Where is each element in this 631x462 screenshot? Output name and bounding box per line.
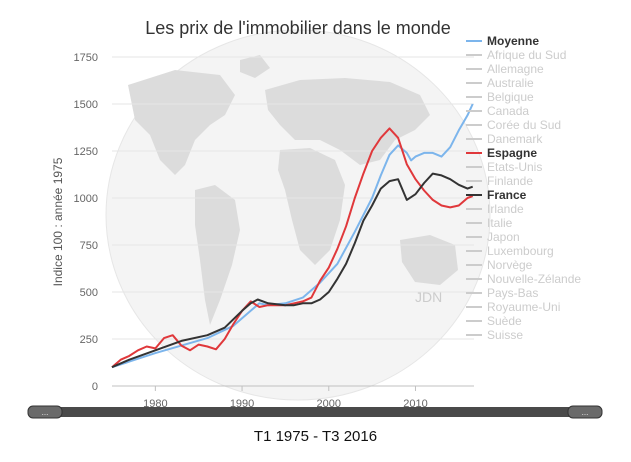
y-tick-label: 250: [80, 334, 98, 346]
legend-label: Danemark: [487, 132, 543, 146]
legend-item[interactable]: Belgique: [466, 90, 534, 104]
slider-right-handle-grip: ...: [582, 408, 589, 417]
legend-label: Irlande: [487, 202, 524, 216]
y-tick-label: 750: [80, 240, 98, 252]
slider-right-handle[interactable]: ...: [567, 405, 603, 419]
legend-item[interactable]: Allemagne: [466, 62, 544, 76]
legend-item[interactable]: Luxembourg: [466, 244, 554, 258]
legend-label: Etats-Unis: [487, 160, 542, 174]
legend-label: Royaume-Uni: [487, 300, 560, 314]
legend-label: Luxembourg: [487, 244, 554, 258]
y-axis-label: Indice 100 : année 1975: [51, 157, 65, 286]
y-tick-label: 1750: [74, 52, 98, 64]
legend-item[interactable]: Moyenne: [466, 34, 539, 48]
y-axis-ticks: 0 250 500 750 1000 1250 1500 1750: [74, 52, 98, 393]
legend-item[interactable]: Danemark: [466, 132, 543, 146]
legend-item[interactable]: Norvège: [466, 258, 533, 272]
legend-label: Corée du Sud: [487, 118, 561, 132]
legend-label: Australie: [487, 76, 534, 90]
legend-item[interactable]: Finlande: [466, 174, 533, 188]
legend-label: Pays-Bas: [487, 286, 538, 300]
legend-item[interactable]: Royaume-Uni: [466, 300, 560, 314]
legend-label: France: [487, 188, 527, 202]
watermark: JDN: [415, 289, 442, 305]
legend-item[interactable]: Canada: [466, 104, 529, 118]
series-line-moyenne[interactable]: [111, 103, 474, 369]
legend-label: Belgique: [487, 90, 534, 104]
legend-item[interactable]: Italie: [466, 216, 513, 230]
legend-item[interactable]: Afrique du Sud: [466, 48, 566, 62]
legend-item[interactable]: Irlande: [466, 202, 524, 216]
legend-label: Finlande: [487, 174, 533, 188]
legend-item[interactable]: Pays-Bas: [466, 286, 538, 300]
legend-label: Allemagne: [487, 62, 544, 76]
legend-item[interactable]: Australie: [466, 76, 534, 90]
legend-label: Italie: [487, 216, 513, 230]
series-line-espagne[interactable]: [111, 127, 474, 368]
legend-item[interactable]: France: [466, 188, 527, 202]
series-line-france[interactable]: [111, 172, 474, 369]
slider-left-handle-grip: ...: [42, 408, 49, 417]
range-slider[interactable]: ... ...: [27, 405, 603, 419]
slider-left-handle[interactable]: ...: [27, 405, 63, 419]
legend-label: Canada: [487, 104, 529, 118]
legend-label: Moyenne: [487, 34, 539, 48]
date-range-label: T1 1975 - T3 2016: [253, 428, 378, 445]
y-tick-label: 500: [80, 287, 98, 299]
legend-label: Nouvelle-Zélande: [487, 272, 581, 286]
legend-item[interactable]: Suède: [466, 314, 522, 328]
legend-item[interactable]: Etats-Unis: [466, 160, 542, 174]
legend-item[interactable]: Nouvelle-Zélande: [466, 272, 581, 286]
slider-track[interactable]: [42, 407, 584, 417]
world-map-background: [105, 29, 491, 401]
legend-label: Norvège: [487, 258, 533, 272]
legend-item[interactable]: Espagne: [466, 146, 537, 160]
legend-label: Japon: [487, 230, 520, 244]
legend-label: Suède: [487, 314, 522, 328]
y-tick-label: 1000: [74, 193, 98, 205]
legend-item[interactable]: Suisse: [466, 328, 523, 342]
chart-title: Les prix de l'immobilier dans le monde: [145, 18, 451, 38]
series-lines: [111, 103, 474, 369]
y-tick-label: 1250: [74, 146, 98, 158]
legend-label: Espagne: [487, 146, 537, 160]
legend-label: Afrique du Sud: [487, 48, 566, 62]
x-axis-ticks: 1980 1990 2000 2010: [112, 385, 474, 410]
y-tick-label: 0: [92, 381, 98, 393]
legend-label: Suisse: [487, 328, 523, 342]
y-tick-label: 1500: [74, 99, 98, 111]
legend-item[interactable]: Corée du Sud: [466, 118, 561, 132]
legend-item[interactable]: Japon: [466, 230, 520, 244]
